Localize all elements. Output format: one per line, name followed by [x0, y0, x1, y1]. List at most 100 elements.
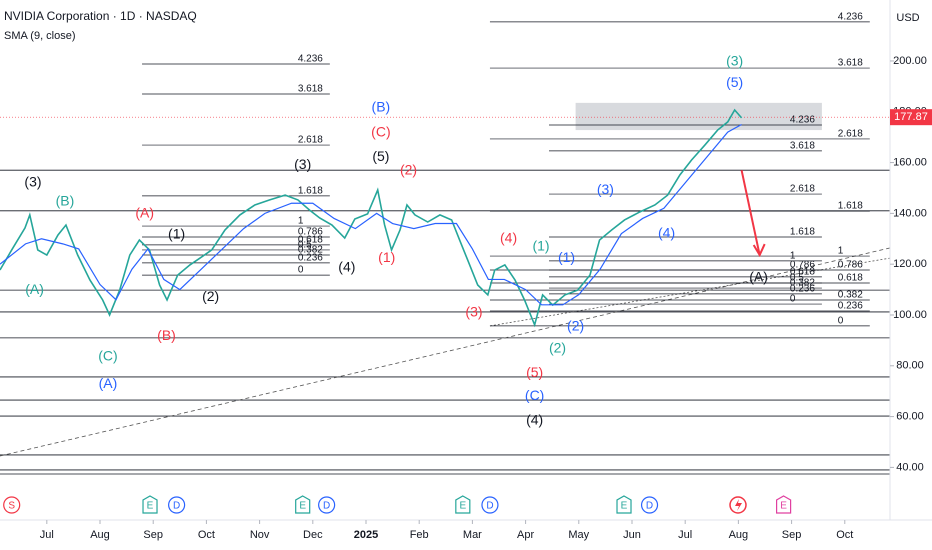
- price-line: [0, 108, 743, 328]
- fib-label: 0.5: [790, 273, 804, 284]
- event-label: S: [8, 501, 15, 512]
- x-tick-label: Jul: [40, 529, 54, 541]
- fib-label: 1.618: [298, 185, 323, 196]
- fib-label: 0.618: [298, 235, 323, 246]
- x-tick-label: Sep: [782, 529, 802, 541]
- fib-label: 2.618: [790, 184, 815, 195]
- event-icon: [295, 495, 311, 514]
- x-tick-label: Feb: [410, 529, 429, 541]
- event-label: D: [486, 501, 493, 512]
- fib-label: 0: [838, 316, 844, 327]
- wave-label: (1): [558, 249, 575, 265]
- x-tick-label: May: [568, 529, 589, 541]
- fib-label: 2.618: [298, 135, 323, 146]
- event-label: E: [780, 501, 787, 512]
- y-tick-label: 60.00: [896, 410, 924, 422]
- fib-label: 0: [790, 294, 796, 305]
- wave-label: (B): [56, 193, 75, 209]
- x-tick-label: Nov: [250, 529, 270, 541]
- event-label: D: [173, 501, 180, 512]
- last-price-badge: [890, 109, 932, 126]
- fib-label: 0.786: [838, 260, 863, 271]
- event-icon: [481, 496, 499, 514]
- wave-label: (A): [135, 205, 154, 221]
- event-icon: [3, 496, 21, 514]
- fib-label: 0.382: [838, 290, 863, 301]
- x-tick-label: Aug: [90, 529, 110, 541]
- wave-label: (3): [726, 53, 743, 69]
- wave-label: (C): [525, 387, 544, 403]
- forecast-arrow: [740, 169, 761, 256]
- wave-label: (1): [168, 226, 185, 242]
- wave-label: (B): [372, 99, 391, 115]
- last-price-label: 177.87: [894, 111, 928, 123]
- currency: USD: [896, 12, 919, 24]
- wave-label: (5): [526, 364, 543, 380]
- wave-label: (A): [749, 269, 768, 285]
- y-tick-label: 120.00: [893, 258, 927, 270]
- fib-label: 4.236: [838, 11, 863, 22]
- x-tick-label: Oct: [836, 529, 853, 541]
- y-tick-label: 40.00: [896, 461, 924, 473]
- fib-label: 1.618: [790, 227, 815, 238]
- event-icon: [142, 495, 158, 514]
- x-tick-label: Apr: [517, 529, 534, 541]
- y-tick-label: 140.00: [893, 207, 927, 219]
- fib-label: 1: [298, 216, 304, 227]
- y-tick-label: 100.00: [893, 309, 927, 321]
- wave-label: (A): [99, 375, 118, 391]
- wave-label: (5): [726, 74, 743, 90]
- fib-label: 0.236: [790, 284, 815, 295]
- wave-label: (B): [157, 327, 176, 343]
- x-tick-label: 2025: [354, 529, 378, 541]
- plot-area: 4.2363.6182.6181.61810.7860.6180.50.3820…: [0, 11, 891, 475]
- wave-label: (1): [532, 238, 549, 254]
- x-tick-label: Oct: [198, 529, 215, 541]
- fib-label: 0.382: [298, 245, 323, 256]
- event-label: E: [147, 501, 154, 512]
- wave-label: (4): [526, 412, 543, 428]
- wave-label: (4): [658, 225, 675, 241]
- event-icon: [776, 495, 792, 514]
- fib-label: 0.236: [838, 301, 863, 312]
- trend-line: [0, 247, 891, 457]
- chart-title: NVIDIA Corporation · 1D · NASDAQ: [4, 9, 197, 23]
- x-tick-label: Dec: [303, 529, 323, 541]
- fib-label: 1.618: [838, 201, 863, 212]
- event-label: E: [299, 501, 306, 512]
- fib-label: 3.618: [298, 84, 323, 95]
- wave-label: (A): [25, 281, 44, 297]
- indicator-name: SMA (9, close): [4, 30, 76, 42]
- wave-label: (5): [372, 148, 389, 164]
- y-tick-label: 160.00: [893, 156, 927, 168]
- x-tick-label: Aug: [729, 529, 749, 541]
- wave-label: (4): [338, 259, 355, 275]
- event-icon: [455, 495, 471, 514]
- fib-label: 0.5: [298, 240, 312, 251]
- y-tick-label: 80.00: [896, 360, 924, 372]
- wave-label: (2): [549, 340, 566, 356]
- x-tick-label: Mar: [463, 529, 482, 541]
- fib-label: 2.618: [838, 129, 863, 140]
- event-icon: [318, 496, 336, 514]
- event-label: E: [621, 501, 628, 512]
- event-label: E: [459, 501, 466, 512]
- sma-line: [0, 123, 742, 306]
- wave-label: (2): [567, 318, 584, 334]
- fib-label: 0.618: [790, 267, 815, 278]
- fib-label: 0: [298, 265, 304, 276]
- wave-label: (4): [500, 229, 517, 245]
- fib-label: 4.236: [790, 115, 815, 126]
- event-icon: [640, 496, 659, 514]
- event-label: D: [323, 501, 330, 512]
- wave-label: (2): [202, 288, 219, 304]
- target-zone: [575, 102, 822, 131]
- arrow-head: [752, 243, 766, 258]
- wave-label: (2): [400, 162, 417, 178]
- wave-label: (C): [98, 348, 117, 364]
- fib-label: 3.618: [838, 58, 863, 69]
- x-tick-label: Sep: [143, 529, 163, 541]
- event-icon: [616, 495, 632, 514]
- fib-label: 4.236: [298, 54, 323, 65]
